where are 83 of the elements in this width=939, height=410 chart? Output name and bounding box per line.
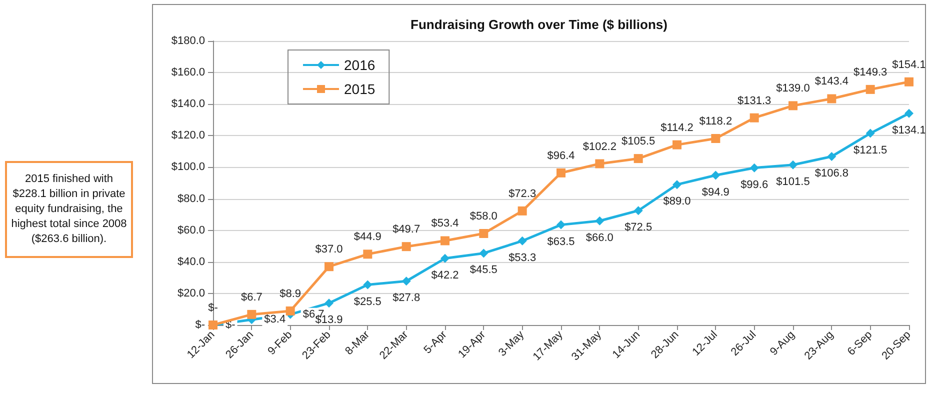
data-label: $134.1 <box>892 124 926 136</box>
data-label: $49.7 <box>392 224 420 236</box>
data-label: $96.4 <box>547 150 575 162</box>
data-label: $154.1 <box>892 58 926 71</box>
point <box>286 306 295 316</box>
data-label: $66.0 <box>586 232 614 244</box>
point <box>672 180 682 190</box>
point <box>634 206 643 216</box>
data-label: $94.9 <box>702 186 730 198</box>
point <box>479 228 488 238</box>
point <box>518 206 527 216</box>
data-label: $6.7 <box>240 291 262 304</box>
data-label: $37.0 <box>315 244 343 256</box>
y-tick-label: $160.0 <box>171 66 205 79</box>
data-label: $72.5 <box>624 222 652 234</box>
text: 2015 finished with $228.1 billion in private equity fundraising, the highest total since 2008 ($263.6 billion). <box>5 161 133 258</box>
data-label: $149.3 <box>854 66 888 78</box>
point <box>634 154 643 164</box>
data-label: $53.4 <box>431 218 459 230</box>
y-tick-label: $140.0 <box>171 98 205 110</box>
data-label: $8.9 <box>280 288 302 300</box>
point <box>324 262 334 272</box>
point <box>904 108 914 118</box>
data-label: $143.4 <box>814 76 848 88</box>
point <box>440 236 450 246</box>
point <box>866 128 875 138</box>
point <box>556 220 566 230</box>
y-tick-label: $40.0 <box>177 256 205 268</box>
data-label: $53.3 <box>508 252 536 264</box>
point <box>788 101 798 110</box>
point <box>595 216 604 226</box>
data-label: $45.5 <box>470 264 498 276</box>
y-tick-label: $100.0 <box>171 161 205 174</box>
point <box>866 84 875 94</box>
point <box>788 160 798 170</box>
point <box>827 94 836 104</box>
legend-label: 2016 <box>344 57 376 73</box>
point <box>904 77 914 86</box>
y-tick-label: $180.0 <box>171 35 205 47</box>
point <box>711 134 720 144</box>
data-label: $121.5 <box>854 144 888 156</box>
data-label: $63.5 <box>547 236 575 248</box>
point <box>672 140 682 150</box>
y-tick-label: $120.0 <box>171 130 205 142</box>
legend-label: 2015 <box>344 81 376 97</box>
data-label: $89.0 <box>663 196 691 208</box>
data-label: $99.6 <box>740 178 768 191</box>
data-label: $44.9 <box>354 231 382 244</box>
data-label: $58.0 <box>470 210 498 222</box>
point <box>479 248 488 258</box>
point <box>827 152 836 161</box>
point <box>363 280 372 290</box>
point <box>711 170 720 180</box>
data-label: $42.2 <box>431 269 459 282</box>
point <box>595 159 604 168</box>
data-label: $72.3 <box>508 188 536 200</box>
y-tick-label: $20.0 <box>177 287 205 300</box>
data-label: $114.2 <box>660 122 694 134</box>
y-tick-label: $- <box>195 319 206 331</box>
data-label: $102.2 <box>582 140 616 153</box>
point <box>402 276 411 286</box>
data-label: $- <box>208 302 218 314</box>
data-label: $3.4 <box>264 314 286 326</box>
data-label: $118.2 <box>699 116 732 128</box>
point <box>324 298 334 308</box>
point <box>518 236 527 246</box>
point <box>247 310 256 319</box>
data-label: $101.5 <box>776 176 810 188</box>
y-tick-label: $80.0 <box>177 192 205 205</box>
point <box>750 113 759 122</box>
data-label: $106.8 <box>814 167 848 180</box>
data-label: $27.8 <box>392 292 420 304</box>
data-label: $105.5 <box>622 136 656 148</box>
chart-title: Fundraising Growth over Time ($ billions) <box>410 17 668 32</box>
point <box>440 254 450 263</box>
data-label: $139.0 <box>776 82 810 95</box>
data-label: $25.5 <box>354 296 382 308</box>
data-label: $131.3 <box>738 94 772 107</box>
y-tick-label: $60.0 <box>177 224 205 236</box>
point <box>363 250 372 259</box>
point <box>750 163 759 172</box>
point <box>556 168 566 178</box>
point <box>402 242 411 252</box>
